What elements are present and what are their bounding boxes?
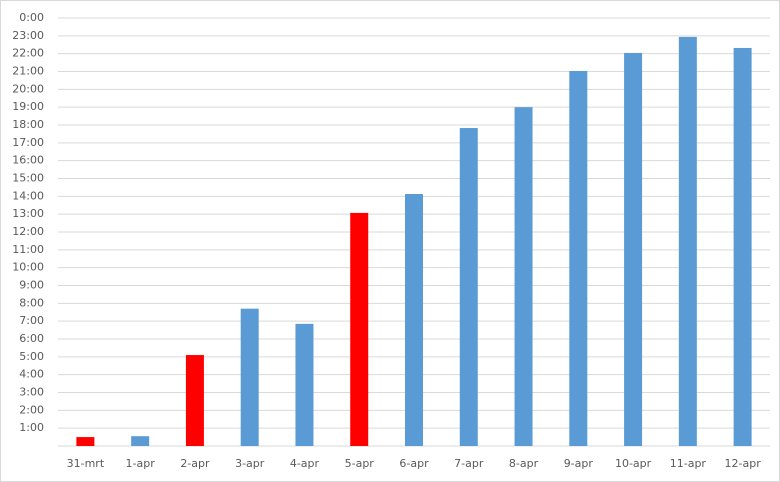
x-tick-label: 11-apr: [670, 457, 707, 470]
y-tick-label: 8:00: [19, 296, 44, 309]
y-tick-label: 6:00: [19, 332, 44, 345]
y-tick-label: 1:00: [19, 421, 44, 434]
x-tick-label: 6-apr: [399, 457, 429, 470]
x-tick-label: 7-apr: [454, 457, 484, 470]
y-tick-label: 23:00: [12, 29, 44, 42]
y-tick-label: 3:00: [19, 386, 44, 399]
bar: [733, 47, 752, 447]
x-tick-label: 8-apr: [509, 457, 539, 470]
bar: [459, 128, 478, 446]
bar: [76, 437, 95, 446]
x-tick-label: 31-mrt: [67, 457, 105, 470]
y-tick-label: 2:00: [19, 403, 44, 416]
bar: [405, 194, 423, 446]
x-tick-label: 4-apr: [290, 457, 320, 470]
bar: [131, 436, 150, 446]
y-tick-label: 7:00: [19, 314, 44, 327]
y-tick-label: 4:00: [19, 368, 44, 381]
x-tick-label: 5-apr: [345, 457, 375, 470]
y-tick-label: 16:00: [12, 154, 44, 167]
y-tick-label: 5:00: [19, 350, 44, 363]
bar: [350, 212, 369, 446]
y-tick-label: 0:00: [19, 11, 44, 24]
x-tick-label: 3-apr: [235, 457, 265, 470]
y-tick-label: 20:00: [12, 82, 44, 95]
y-tick-label: 9:00: [19, 279, 44, 292]
y-tick-label: 14:00: [12, 189, 44, 202]
x-tick-label: 10-apr: [615, 457, 652, 470]
y-tick-label: 21:00: [12, 65, 44, 78]
x-tick-label: 1-apr: [126, 457, 156, 470]
y-tick-label: 17:00: [12, 136, 44, 149]
bar: [240, 308, 259, 446]
bar: [185, 355, 204, 446]
y-tick-label: 22:00: [12, 47, 44, 60]
bar: [514, 107, 533, 447]
bar: [295, 323, 314, 446]
y-tick-label: 19:00: [12, 100, 44, 113]
y-tick-label: 15:00: [12, 172, 44, 185]
y-tick-label: 10:00: [12, 261, 44, 274]
x-tick-label: 2-apr: [180, 457, 210, 470]
x-tick-label: 9-apr: [564, 457, 594, 470]
y-tick-label: 11:00: [12, 243, 44, 256]
y-tick-label: 13:00: [12, 207, 44, 220]
bar: [624, 52, 643, 446]
x-tick-label: 12-apr: [725, 457, 762, 470]
bar: [678, 36, 697, 447]
y-tick-label: 12:00: [12, 225, 44, 238]
bar: [569, 70, 588, 446]
y-tick-label: 18:00: [12, 118, 44, 131]
